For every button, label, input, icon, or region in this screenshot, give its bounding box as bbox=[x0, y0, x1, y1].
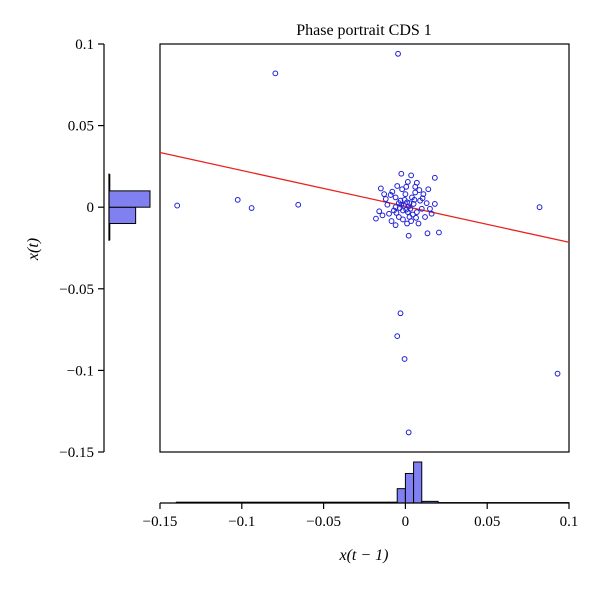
scatter-point bbox=[388, 218, 395, 224]
scatter-point bbox=[384, 201, 391, 208]
scatter-point bbox=[424, 230, 431, 237]
regression-line bbox=[159, 151, 570, 243]
scatter-point bbox=[401, 196, 408, 203]
scatter-point bbox=[397, 310, 404, 317]
scatter-point bbox=[406, 200, 413, 207]
scatter-point bbox=[431, 201, 438, 207]
x-tick-label: 0.05 bbox=[474, 514, 500, 530]
scatter-point bbox=[431, 174, 438, 181]
scatter-point bbox=[404, 179, 411, 185]
x-axis-label: x(t − 1) bbox=[339, 547, 389, 564]
scatter-point bbox=[415, 220, 422, 227]
scatter-point bbox=[408, 172, 415, 179]
x-histogram-bar bbox=[413, 461, 423, 504]
scatter-point bbox=[425, 186, 432, 193]
y-tick-label: 0.1 bbox=[75, 37, 94, 53]
scatter-point bbox=[394, 183, 401, 189]
scatter-point bbox=[413, 179, 420, 186]
scatter-point bbox=[402, 191, 409, 198]
scatter-point bbox=[381, 191, 388, 198]
x-histogram-bar bbox=[396, 488, 406, 504]
scatter-point bbox=[400, 216, 406, 223]
scatter-point bbox=[389, 188, 396, 195]
y-tick-label: 0 bbox=[87, 200, 95, 216]
y-histogram-bar bbox=[108, 190, 151, 208]
plot-frame bbox=[159, 43, 570, 453]
y-tick-label: −0.15 bbox=[59, 445, 94, 461]
scatter-point bbox=[392, 222, 399, 229]
scatter-point bbox=[387, 192, 394, 198]
scatter-point bbox=[536, 204, 543, 211]
scatter-point bbox=[416, 187, 423, 193]
scatter-point bbox=[395, 214, 402, 220]
scatter-point bbox=[405, 429, 412, 436]
scatter-point bbox=[295, 201, 302, 208]
scatter-point bbox=[395, 50, 401, 57]
scatter-point bbox=[398, 170, 405, 177]
scatter-point bbox=[398, 201, 405, 208]
y-histogram-bar bbox=[108, 206, 137, 225]
scatter-point bbox=[396, 205, 403, 211]
scatter-point bbox=[405, 232, 412, 239]
y-tick-label: 0.05 bbox=[68, 119, 94, 135]
x-histogram-bar bbox=[404, 472, 415, 504]
scatter-point bbox=[393, 210, 400, 216]
scatter-point bbox=[410, 201, 417, 207]
x-tick-label: 0.1 bbox=[560, 514, 579, 530]
scatter-point bbox=[376, 208, 383, 215]
y-tick-label: −0.05 bbox=[59, 282, 94, 298]
scatter-point bbox=[248, 205, 255, 211]
scatter-point bbox=[403, 206, 410, 213]
scatter-point bbox=[554, 370, 561, 377]
scatter-point bbox=[392, 194, 399, 201]
scatter-point bbox=[174, 202, 181, 209]
scatter-point bbox=[272, 70, 279, 77]
scatter-point bbox=[234, 196, 241, 203]
scatter-point bbox=[403, 183, 410, 190]
scatter-point bbox=[409, 211, 416, 218]
scatter-point bbox=[422, 214, 428, 220]
scatter-point bbox=[392, 204, 399, 211]
x-tick-label: 0 bbox=[402, 514, 410, 530]
scatter-point bbox=[404, 220, 410, 227]
scatter-point bbox=[373, 215, 379, 222]
scatter-point bbox=[423, 200, 430, 207]
scatter-point bbox=[386, 210, 392, 217]
scatter-point bbox=[379, 212, 386, 219]
scatter-point bbox=[411, 196, 418, 203]
x-tick-label: −0.05 bbox=[306, 514, 341, 530]
scatter-point bbox=[436, 229, 442, 236]
scatter-point bbox=[427, 205, 433, 212]
scatter-point bbox=[401, 356, 408, 362]
chart-title: Phase portrait CDS 1 bbox=[296, 22, 432, 39]
scatter-point bbox=[428, 210, 435, 217]
scatter-point bbox=[420, 191, 427, 198]
scatter-point bbox=[413, 214, 419, 221]
scatter-point bbox=[413, 209, 420, 215]
scatter-point bbox=[394, 333, 401, 340]
scatter-point bbox=[412, 189, 419, 196]
scatter-point bbox=[400, 207, 406, 214]
scatter-point bbox=[377, 185, 384, 192]
x-tick-label: −0.15 bbox=[143, 514, 178, 530]
scatter-point bbox=[399, 186, 406, 193]
y-axis-label: x(t) bbox=[25, 238, 42, 261]
scatter-point bbox=[419, 195, 426, 202]
scatter-point bbox=[408, 218, 415, 224]
scatter-point bbox=[382, 196, 389, 202]
y-tick-label: −0.1 bbox=[67, 363, 94, 379]
x-tick-label: −0.1 bbox=[228, 514, 255, 530]
scatter-point bbox=[418, 205, 425, 212]
